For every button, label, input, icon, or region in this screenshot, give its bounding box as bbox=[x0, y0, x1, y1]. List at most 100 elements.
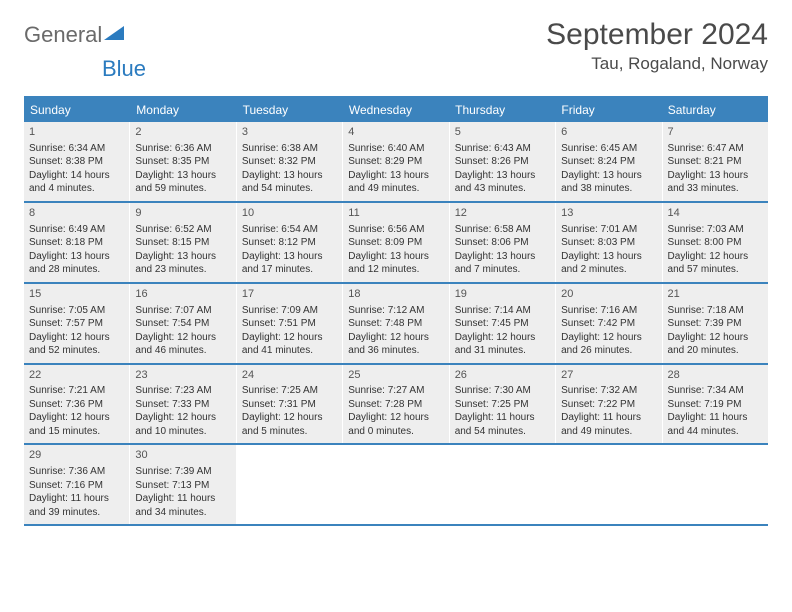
daylight-text: Daylight: 13 hours bbox=[135, 169, 230, 183]
daylight-text: Daylight: 11 hours bbox=[668, 411, 763, 425]
sunrise-text: Sunrise: 7:05 AM bbox=[29, 304, 124, 318]
day-number: 12 bbox=[455, 206, 550, 221]
day-body: Sunrise: 6:49 AMSunset: 8:18 PMDaylight:… bbox=[29, 223, 124, 277]
day-cell: 10Sunrise: 6:54 AMSunset: 8:12 PMDayligh… bbox=[237, 203, 343, 282]
day-body: Sunrise: 6:58 AMSunset: 8:06 PMDaylight:… bbox=[455, 223, 550, 277]
daylight-text: Daylight: 13 hours bbox=[242, 169, 337, 183]
day-cell: 22Sunrise: 7:21 AMSunset: 7:36 PMDayligh… bbox=[24, 365, 130, 444]
sunrise-text: Sunrise: 7:14 AM bbox=[455, 304, 550, 318]
day-number: 14 bbox=[668, 206, 763, 221]
daylight-text: and 28 minutes. bbox=[29, 263, 124, 277]
day-cell: 16Sunrise: 7:07 AMSunset: 7:54 PMDayligh… bbox=[130, 284, 236, 363]
day-number: 20 bbox=[561, 287, 656, 302]
day-number: 11 bbox=[348, 206, 443, 221]
day-empty bbox=[343, 445, 449, 524]
day-number: 25 bbox=[348, 368, 443, 383]
day-number: 9 bbox=[135, 206, 230, 221]
logo: General bbox=[24, 18, 126, 48]
day-cell: 3 Sunrise: 6:38 AMSunset: 8:32 PMDaylight… bbox=[237, 122, 343, 201]
sunset-text: Sunset: 7:33 PM bbox=[135, 398, 230, 412]
daylight-text: Daylight: 13 hours bbox=[348, 169, 443, 183]
day-body: Sunrise: 6:56 AMSunset: 8:09 PMDaylight:… bbox=[348, 223, 443, 277]
day-cell: 9Sunrise: 6:52 AMSunset: 8:15 PMDaylight… bbox=[130, 203, 236, 282]
daylight-text: and 12 minutes. bbox=[348, 263, 443, 277]
sunrise-text: Sunrise: 7:36 AM bbox=[29, 465, 124, 479]
week-row: 22Sunrise: 7:21 AMSunset: 7:36 PMDayligh… bbox=[24, 365, 768, 446]
sunset-text: Sunset: 7:42 PM bbox=[561, 317, 656, 331]
sunrise-text: Sunrise: 7:18 AM bbox=[668, 304, 763, 318]
sunset-text: Sunset: 7:36 PM bbox=[29, 398, 124, 412]
day-number: 30 bbox=[135, 448, 230, 463]
sunrise-text: Sunrise: 6:38 AM bbox=[242, 142, 337, 156]
day-body: Sunrise: 7:09 AMSunset: 7:51 PMDaylight:… bbox=[242, 304, 337, 358]
day-number: 22 bbox=[29, 368, 124, 383]
sunrise-text: Sunrise: 7:34 AM bbox=[668, 384, 763, 398]
daylight-text: and 20 minutes. bbox=[668, 344, 763, 358]
dow-sun: Sunday bbox=[24, 98, 130, 122]
daylight-text: Daylight: 12 hours bbox=[29, 331, 124, 345]
day-number: 6 bbox=[561, 125, 656, 140]
daylight-text: Daylight: 13 hours bbox=[29, 250, 124, 264]
daylight-text: and 44 minutes. bbox=[668, 425, 763, 439]
day-number: 23 bbox=[135, 368, 230, 383]
day-body: Sunrise: 7:21 AMSunset: 7:36 PMDaylight:… bbox=[29, 384, 124, 438]
sunset-text: Sunset: 8:00 PM bbox=[668, 236, 763, 250]
day-body: Sunrise: 6:36 AMSunset: 8:35 PMDaylight:… bbox=[135, 142, 230, 196]
sunset-text: Sunset: 7:13 PM bbox=[135, 479, 230, 493]
daylight-text: and 52 minutes. bbox=[29, 344, 124, 358]
day-body: Sunrise: 7:05 AMSunset: 7:57 PMDaylight:… bbox=[29, 304, 124, 358]
daylight-text: and 4 minutes. bbox=[29, 182, 124, 196]
day-number: 2 bbox=[135, 125, 230, 140]
week-row: 1Sunrise: 6:34 AMSunset: 8:38 PMDaylight… bbox=[24, 122, 768, 203]
day-number: 3 bbox=[242, 125, 337, 140]
day-body: Sunrise: 7:07 AMSunset: 7:54 PMDaylight:… bbox=[135, 304, 230, 358]
day-number: 17 bbox=[242, 287, 337, 302]
day-cell: 28Sunrise: 7:34 AMSunset: 7:19 PMDayligh… bbox=[663, 365, 768, 444]
day-body: Sunrise: 6:43 AMSunset: 8:26 PMDaylight:… bbox=[455, 142, 550, 196]
daylight-text: Daylight: 13 hours bbox=[348, 250, 443, 264]
sunset-text: Sunset: 8:32 PM bbox=[242, 155, 337, 169]
day-number: 19 bbox=[455, 287, 550, 302]
sunset-text: Sunset: 7:22 PM bbox=[561, 398, 656, 412]
sunrise-text: Sunrise: 7:23 AM bbox=[135, 384, 230, 398]
daylight-text: and 17 minutes. bbox=[242, 263, 337, 277]
day-number: 7 bbox=[668, 125, 763, 140]
day-body: Sunrise: 7:12 AMSunset: 7:48 PMDaylight:… bbox=[348, 304, 443, 358]
daylight-text: Daylight: 14 hours bbox=[29, 169, 124, 183]
daylight-text: Daylight: 13 hours bbox=[455, 169, 550, 183]
daylight-text: Daylight: 12 hours bbox=[348, 331, 443, 345]
sunset-text: Sunset: 8:29 PM bbox=[348, 155, 443, 169]
daylight-text: Daylight: 13 hours bbox=[455, 250, 550, 264]
sunset-text: Sunset: 7:45 PM bbox=[455, 317, 550, 331]
sunset-text: Sunset: 8:18 PM bbox=[29, 236, 124, 250]
sunset-text: Sunset: 7:19 PM bbox=[668, 398, 763, 412]
sunrise-text: Sunrise: 7:32 AM bbox=[561, 384, 656, 398]
daylight-text: and 59 minutes. bbox=[135, 182, 230, 196]
sunset-text: Sunset: 7:16 PM bbox=[29, 479, 124, 493]
daylight-text: Daylight: 12 hours bbox=[561, 331, 656, 345]
sunset-text: Sunset: 7:51 PM bbox=[242, 317, 337, 331]
day-number: 1 bbox=[29, 125, 124, 140]
sunset-text: Sunset: 8:06 PM bbox=[455, 236, 550, 250]
daylight-text: and 15 minutes. bbox=[29, 425, 124, 439]
day-body: Sunrise: 6:47 AMSunset: 8:21 PMDaylight:… bbox=[668, 142, 763, 196]
day-number: 15 bbox=[29, 287, 124, 302]
day-number: 24 bbox=[242, 368, 337, 383]
sunrise-text: Sunrise: 6:58 AM bbox=[455, 223, 550, 237]
day-number: 5 bbox=[455, 125, 550, 140]
sunrise-text: Sunrise: 6:49 AM bbox=[29, 223, 124, 237]
day-cell: 26Sunrise: 7:30 AMSunset: 7:25 PMDayligh… bbox=[450, 365, 556, 444]
sunset-text: Sunset: 8:09 PM bbox=[348, 236, 443, 250]
daylight-text: Daylight: 12 hours bbox=[135, 411, 230, 425]
day-empty bbox=[556, 445, 662, 524]
sunrise-text: Sunrise: 6:45 AM bbox=[561, 142, 656, 156]
day-cell: 25Sunrise: 7:27 AMSunset: 7:28 PMDayligh… bbox=[343, 365, 449, 444]
day-number: 4 bbox=[348, 125, 443, 140]
sunrise-text: Sunrise: 7:16 AM bbox=[561, 304, 656, 318]
daylight-text: Daylight: 11 hours bbox=[29, 492, 124, 506]
daylight-text: Daylight: 13 hours bbox=[135, 250, 230, 264]
day-cell: 30Sunrise: 7:39 AMSunset: 7:13 PMDayligh… bbox=[130, 445, 236, 524]
day-cell: 20 Sunrise: 7:16 AMSunset: 7:42 PMDayligh… bbox=[556, 284, 662, 363]
weeks-container: 1Sunrise: 6:34 AMSunset: 8:38 PMDaylight… bbox=[24, 122, 768, 526]
week-row: 29Sunrise: 7:36 AMSunset: 7:16 PMDayligh… bbox=[24, 445, 768, 526]
